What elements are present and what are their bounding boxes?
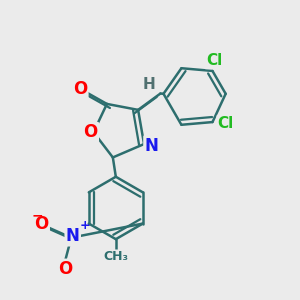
Text: O: O	[58, 260, 72, 278]
Text: −: −	[31, 209, 43, 223]
Text: O: O	[34, 215, 49, 233]
Text: Cl: Cl	[218, 116, 234, 131]
Text: Cl: Cl	[206, 53, 222, 68]
Text: CH₃: CH₃	[103, 250, 128, 263]
Text: N: N	[66, 227, 80, 245]
Text: H: H	[143, 77, 155, 92]
Text: O: O	[83, 123, 98, 141]
Text: +: +	[80, 219, 90, 232]
Text: N: N	[145, 136, 158, 154]
Text: O: O	[73, 80, 87, 98]
